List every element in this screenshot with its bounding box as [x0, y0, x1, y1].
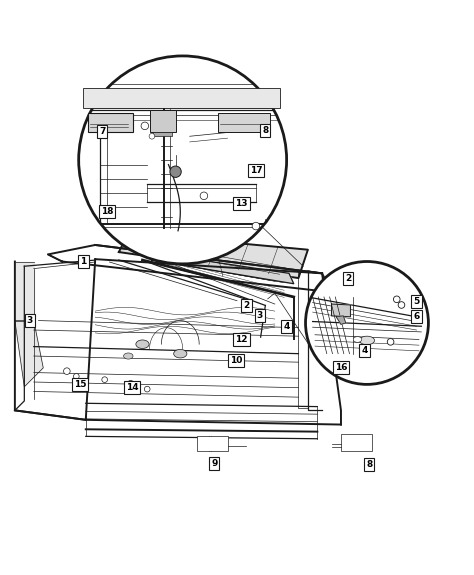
Bar	[150, 110, 175, 132]
Text: 3: 3	[27, 316, 33, 325]
Text: 15: 15	[74, 380, 86, 389]
Ellipse shape	[136, 340, 149, 348]
Circle shape	[252, 223, 260, 230]
Text: 10: 10	[230, 356, 242, 365]
Ellipse shape	[359, 336, 374, 344]
Circle shape	[306, 262, 428, 384]
Text: 3: 3	[256, 311, 263, 320]
Text: 1: 1	[80, 257, 87, 266]
Circle shape	[170, 166, 181, 177]
Circle shape	[126, 381, 136, 390]
Text: 18: 18	[101, 208, 113, 216]
Polygon shape	[119, 233, 308, 278]
Text: 2: 2	[243, 301, 250, 310]
Text: 8: 8	[366, 460, 373, 469]
Polygon shape	[336, 316, 346, 324]
Bar	[197, 436, 228, 451]
Polygon shape	[15, 321, 43, 387]
Text: 13: 13	[236, 199, 248, 208]
Ellipse shape	[173, 350, 187, 358]
Text: 17: 17	[250, 166, 262, 175]
Circle shape	[145, 386, 150, 392]
Bar	[88, 113, 133, 132]
Circle shape	[73, 374, 79, 379]
Circle shape	[149, 133, 155, 139]
Text: 5: 5	[413, 297, 419, 306]
Circle shape	[393, 296, 400, 302]
Circle shape	[130, 386, 136, 392]
Text: 2: 2	[345, 274, 351, 282]
Ellipse shape	[124, 353, 133, 359]
Text: 14: 14	[126, 383, 138, 392]
Bar	[218, 113, 270, 132]
Text: 4: 4	[283, 322, 290, 331]
Circle shape	[387, 339, 394, 345]
Circle shape	[79, 56, 287, 264]
Circle shape	[64, 368, 70, 374]
Text: 16: 16	[335, 363, 347, 373]
Bar	[153, 132, 172, 136]
Text: 7: 7	[99, 127, 106, 136]
Text: 6: 6	[413, 312, 419, 321]
Circle shape	[102, 377, 108, 382]
Polygon shape	[147, 252, 294, 283]
Text: 8: 8	[262, 126, 268, 135]
Polygon shape	[331, 304, 350, 317]
Bar	[341, 434, 372, 451]
Circle shape	[200, 192, 208, 200]
Circle shape	[398, 302, 405, 308]
Text: 9: 9	[211, 459, 218, 468]
Bar	[83, 88, 280, 108]
Ellipse shape	[353, 336, 362, 342]
Polygon shape	[15, 262, 34, 321]
Text: 4: 4	[361, 346, 368, 355]
Text: 12: 12	[236, 335, 248, 344]
Circle shape	[141, 122, 149, 129]
